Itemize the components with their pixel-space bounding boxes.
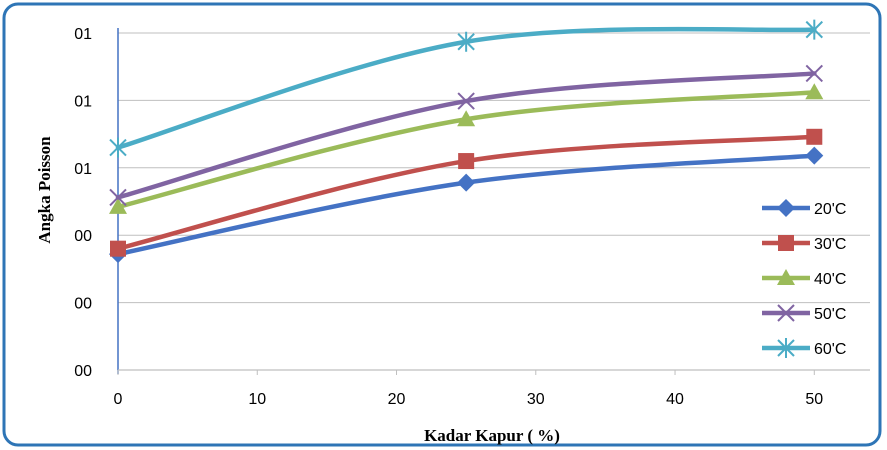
y-tick-label: 01 — [74, 161, 92, 178]
data-point — [109, 137, 127, 158]
series-50'C — [109, 64, 824, 207]
data-point — [110, 240, 126, 257]
data-point — [806, 128, 823, 145]
marker-stroke — [805, 64, 824, 83]
legend-label: 50'C — [814, 306, 846, 323]
data-point — [805, 64, 824, 83]
legend-swatch-marker — [778, 235, 794, 251]
series-40'C — [109, 83, 824, 214]
y-axis-title: Angka Poisson — [35, 136, 54, 244]
y-tick-label: 00 — [74, 296, 92, 313]
legend-swatch-marker — [777, 338, 795, 358]
data-point — [109, 197, 127, 214]
series-60'C — [109, 19, 824, 158]
series-30'C — [110, 128, 823, 257]
data-point — [805, 146, 824, 165]
y-tick-label: 01 — [74, 93, 92, 110]
data-point — [458, 153, 475, 170]
data-point — [457, 31, 475, 52]
x-tick-label: 30 — [527, 391, 545, 408]
legend-label: 40'C — [814, 271, 846, 288]
data-point — [109, 188, 127, 207]
legend-swatch-marker — [777, 199, 795, 217]
legend-item: 60'C — [762, 338, 846, 358]
y-tick-label: 01 — [74, 26, 92, 43]
gridlines — [118, 32, 870, 304]
x-tick-label: 40 — [666, 391, 684, 408]
legend-label: 20'C — [814, 201, 846, 218]
legend-swatch-marker — [777, 269, 795, 285]
x-tick-label: 0 — [114, 391, 123, 408]
x-axis-title: Kadar Kapur ( %) — [424, 426, 560, 445]
legend-item: 40'C — [762, 269, 846, 288]
plot-area — [109, 19, 824, 264]
x-tick-label: 20 — [388, 391, 406, 408]
x-tick-label: 50 — [805, 391, 823, 408]
legend-item: 30'C — [762, 235, 846, 253]
y-tick-label: 00 — [74, 228, 92, 245]
x-tick-label: 10 — [248, 391, 266, 408]
y-tick-label: 00 — [74, 363, 92, 380]
data-point — [457, 110, 476, 127]
tick-labels: 00 00 00 01 01 01 0 10 20 30 40 50 — [74, 26, 823, 408]
data-point — [805, 19, 824, 40]
legend: 20'C 30'C 40'C 50'C 60'C — [762, 199, 846, 358]
data-point — [457, 92, 475, 110]
legend-item: 20'C — [762, 199, 846, 218]
data-point — [805, 83, 824, 100]
legend-swatch-marker — [777, 304, 795, 322]
marker-stroke — [777, 304, 795, 322]
legend-label: 30'C — [814, 236, 846, 253]
legend-label: 60'C — [814, 341, 846, 358]
marker-stroke — [457, 92, 475, 110]
legend-item: 50'C — [762, 304, 846, 323]
data-point — [457, 173, 476, 192]
marker-stroke — [109, 188, 127, 207]
